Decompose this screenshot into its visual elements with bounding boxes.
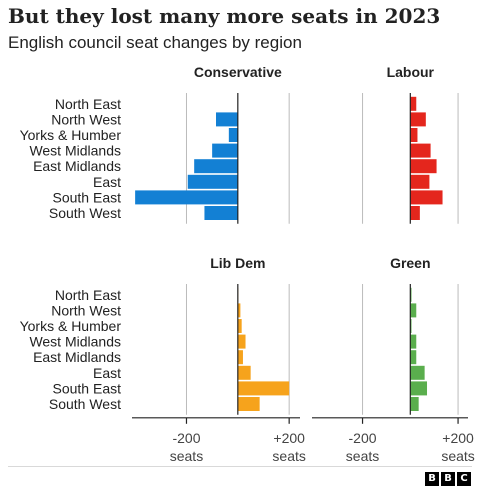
bar: [212, 143, 238, 158]
bbc-logo-letter: B: [441, 472, 455, 486]
bar: [187, 174, 238, 189]
category-label: South East: [53, 189, 122, 205]
bar: [410, 112, 426, 127]
category-label: East Midlands: [33, 158, 121, 174]
x-tick-label: +200: [442, 430, 474, 446]
bar: [410, 174, 430, 189]
category-label: Yorks & Humber: [20, 127, 122, 143]
category-label: West Midlands: [29, 143, 121, 159]
chart-subtitle: English council seat changes by region: [8, 33, 302, 52]
bar: [410, 303, 417, 318]
x-tick-label: -200: [349, 430, 377, 446]
bar: [410, 381, 428, 396]
bar: [237, 350, 243, 365]
category-label: South West: [49, 205, 121, 221]
panel-title: Conservative: [194, 64, 282, 80]
bar: [410, 350, 417, 365]
panel-title: Green: [390, 255, 430, 271]
x-axis-unit-label: seats: [441, 448, 474, 464]
bar: [216, 112, 238, 127]
bar: [237, 365, 251, 380]
bar: [204, 206, 238, 220]
bar: [228, 128, 238, 142]
category-label: East: [93, 365, 121, 381]
x-axis-unit-label: seats: [272, 448, 305, 464]
chart-title: But they lost many more seats in 2023: [8, 4, 441, 28]
category-label: South West: [49, 396, 121, 412]
x-axis-unit-label: seats: [170, 448, 203, 464]
bar: [410, 96, 417, 111]
bar: [410, 190, 443, 205]
bar: [410, 206, 420, 220]
category-label: South East: [53, 380, 122, 396]
bar: [237, 319, 242, 333]
bbc-logo: B B C: [425, 472, 471, 486]
bar: [410, 143, 431, 158]
bar: [410, 159, 437, 174]
category-label: North East: [55, 96, 121, 112]
bar: [237, 334, 246, 349]
category-label: East: [93, 174, 121, 190]
bbc-logo-letter: C: [457, 472, 471, 486]
bar: [410, 365, 425, 380]
category-label: East Midlands: [33, 349, 121, 365]
panel-title: Labour: [387, 64, 435, 80]
category-label: North West: [51, 111, 121, 127]
footer-divider: [8, 466, 472, 467]
bar: [410, 397, 419, 411]
category-label: West Midlands: [29, 334, 121, 350]
bar: [237, 303, 241, 318]
x-tick-label: -200: [172, 430, 200, 446]
x-tick-label: +200: [273, 430, 305, 446]
panel-title: Lib Dem: [210, 255, 265, 271]
category-label: North East: [55, 287, 121, 303]
bar: [410, 334, 417, 349]
bar: [237, 397, 260, 411]
bar: [194, 159, 238, 174]
category-label: Yorks & Humber: [20, 318, 122, 334]
bar: [237, 381, 290, 396]
category-label: North West: [51, 302, 121, 318]
bbc-logo-letter: B: [425, 472, 439, 486]
bar: [410, 128, 418, 142]
bar: [135, 190, 238, 205]
x-axis-unit-label: seats: [346, 448, 379, 464]
